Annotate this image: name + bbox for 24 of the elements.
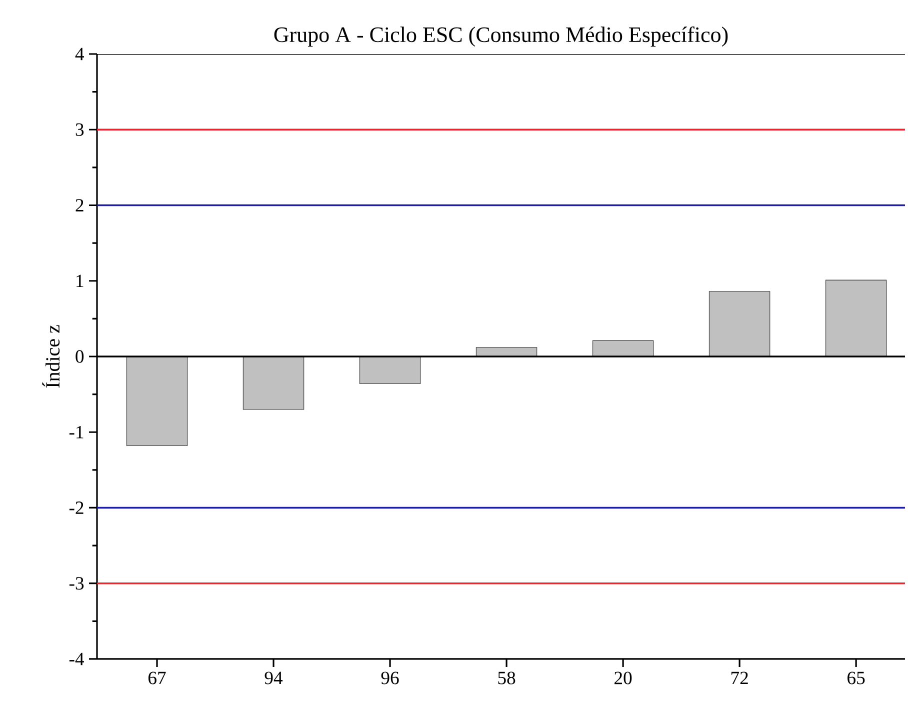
bar <box>126 356 188 446</box>
x-tick-label: 20 <box>614 672 632 684</box>
bar <box>708 291 770 357</box>
y-tick-label: 4 <box>75 48 84 60</box>
y-tick-label: -3 <box>69 577 84 590</box>
x-tick-label: 96 <box>381 672 399 684</box>
bar <box>242 356 304 410</box>
x-tick-label: 94 <box>264 672 283 684</box>
y-tick-label: 0 <box>76 350 84 363</box>
bar <box>592 340 654 357</box>
chart-title: Grupo A - Ciclo ESC (Consumo Médio Específico) <box>274 26 728 47</box>
bar <box>825 280 887 357</box>
y-tick-label: 3 <box>76 123 84 136</box>
x-tick-label: 67 <box>148 672 166 684</box>
y-tick-label: -4 <box>69 652 84 666</box>
bar <box>359 356 421 384</box>
x-tick-label: 72 <box>731 672 748 684</box>
y-tick-label: 2 <box>76 199 84 212</box>
y-axis-title: Índice z <box>42 325 60 388</box>
y-tick-label: 1 <box>76 274 84 288</box>
x-tick-label: 58 <box>498 672 516 684</box>
y-tick-label: -1 <box>69 426 84 438</box>
y-tick-label: -2 <box>69 502 84 514</box>
x-tick-label: 65 <box>848 672 865 684</box>
